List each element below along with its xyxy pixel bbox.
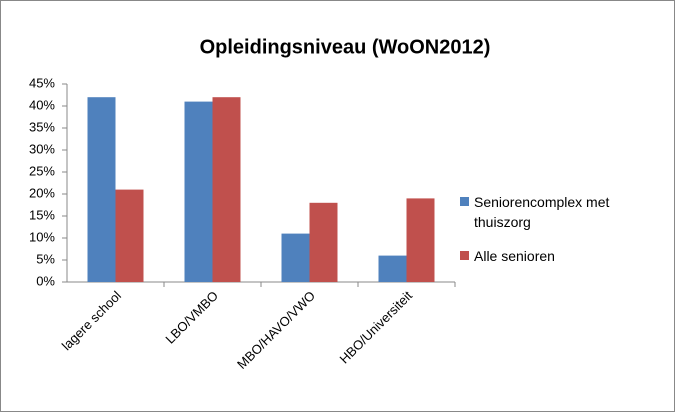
- bar: [309, 202, 338, 282]
- bar: [212, 97, 241, 282]
- y-tick-label: 35%: [29, 119, 55, 134]
- y-tick-label: 30%: [29, 141, 55, 156]
- legend-swatch: [460, 197, 469, 206]
- y-tick-label: 0%: [36, 273, 55, 288]
- legend-label: Seniorencomplex met thuiszorg: [474, 194, 610, 230]
- bar: [87, 97, 116, 282]
- y-tick-label: 15%: [29, 207, 55, 222]
- bar: [115, 189, 144, 282]
- legend-label: Alle senioren: [474, 248, 555, 264]
- legend-item: Seniorencomplex met thuiszorg: [460, 192, 670, 232]
- y-tick-label: 25%: [29, 163, 55, 178]
- bar: [281, 233, 310, 282]
- bar: [378, 255, 407, 282]
- bar: [184, 101, 213, 282]
- y-tick-label: 5%: [36, 251, 55, 266]
- y-tick-label: 40%: [29, 97, 55, 112]
- y-tick-label: 10%: [29, 229, 55, 244]
- chart-title: Opleidingsniveau (WoON2012): [200, 36, 491, 58]
- y-tick-label: 45%: [29, 75, 55, 90]
- legend-swatch: [460, 251, 469, 260]
- legend-item: Alle senioren: [460, 246, 670, 266]
- bar: [406, 198, 435, 282]
- legend: Seniorencomplex met thuiszorg Alle senior…: [460, 192, 670, 280]
- y-tick-label: 20%: [29, 185, 55, 200]
